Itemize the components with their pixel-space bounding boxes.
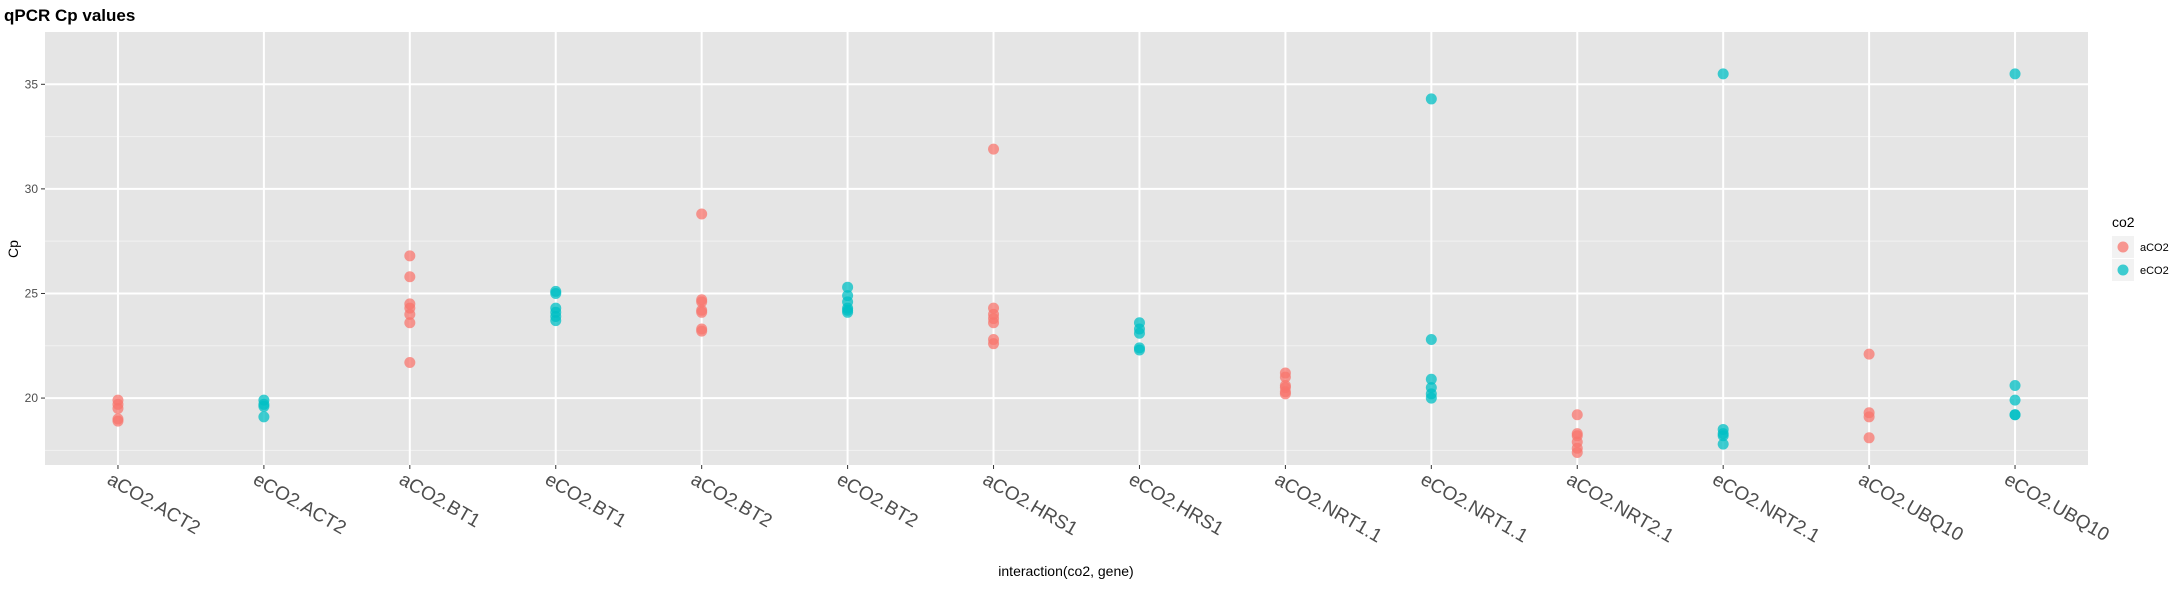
- data-point: [1279, 371, 1291, 383]
- data-point: [1425, 373, 1437, 385]
- x-tick-label: aCO2.NRT2.1: [1563, 469, 1677, 547]
- data-point: [404, 317, 416, 329]
- data-point: [988, 317, 1000, 329]
- legend-marker: [2117, 264, 2129, 276]
- data-point: [1425, 93, 1437, 105]
- data-point: [258, 400, 270, 412]
- plot-panel: [45, 32, 2088, 465]
- x-tick-label: eCO2.NRT1.1: [1417, 469, 1531, 547]
- data-points: [112, 68, 2021, 458]
- data-point: [112, 403, 124, 415]
- data-point: [404, 308, 416, 320]
- chart-title: qPCR Cp values: [4, 6, 135, 25]
- legend-label: aCO2: [2140, 242, 2169, 254]
- x-tick-label: aCO2.HRS1: [979, 469, 1081, 540]
- data-point: [696, 296, 708, 308]
- y-axis: 20 25 30 35: [25, 77, 45, 405]
- data-point: [1863, 432, 1875, 444]
- data-point: [1133, 327, 1145, 339]
- grid-minor: [45, 136, 2088, 451]
- data-point: [1571, 409, 1583, 421]
- data-point: [550, 287, 562, 299]
- legend-title: co2: [2112, 214, 2135, 230]
- data-point: [1717, 430, 1729, 442]
- x-tick-label: aCO2.BT1: [395, 469, 483, 532]
- y-tick-label: 20: [25, 391, 39, 405]
- x-tick-label: eCO2.ACT2: [249, 469, 349, 539]
- data-point: [2009, 409, 2021, 421]
- data-point: [1863, 348, 1875, 360]
- x-tick-label: eCO2.NRT2.1: [1709, 469, 1823, 547]
- data-point: [404, 357, 416, 369]
- data-point: [1279, 388, 1291, 400]
- data-point: [988, 338, 1000, 350]
- data-point: [696, 208, 708, 220]
- x-tick-label: aCO2.ACT2: [103, 469, 203, 539]
- data-point: [842, 306, 854, 318]
- data-point: [1863, 411, 1875, 423]
- data-point: [696, 325, 708, 337]
- y-tick-label: 35: [25, 77, 39, 91]
- x-tick-label: eCO2.UBQ10: [2001, 469, 2113, 546]
- data-point: [550, 315, 562, 327]
- grid-major: [45, 32, 2088, 465]
- data-point: [112, 415, 124, 427]
- x-axis-title: interaction(co2, gene): [998, 563, 1133, 579]
- y-axis-title: Cp: [5, 240, 21, 258]
- data-point: [1571, 446, 1583, 458]
- x-axis: aCO2.ACT2 eCO2.ACT2 aCO2.BT1 eCO2.BT1 aCO2.B…: [103, 465, 2113, 547]
- data-point: [1133, 344, 1145, 356]
- legend-label: eCO2: [2140, 265, 2169, 277]
- y-tick-label: 30: [25, 182, 39, 196]
- x-tick-label: eCO2.BT2: [833, 469, 921, 532]
- x-tick-label: eCO2.BT1: [541, 469, 629, 532]
- data-point: [404, 250, 416, 262]
- data-point: [2009, 394, 2021, 406]
- x-tick-label: aCO2.NRT1.1: [1271, 469, 1385, 547]
- y-tick-label: 25: [25, 286, 39, 300]
- legend: co2 aCO2 eCO2: [2112, 214, 2169, 281]
- x-tick-label: eCO2.HRS1: [1125, 469, 1227, 540]
- x-tick-label: aCO2.BT2: [687, 469, 775, 532]
- data-point: [696, 306, 708, 318]
- data-point: [988, 143, 1000, 155]
- data-point: [1717, 438, 1729, 450]
- legend-marker: [2117, 241, 2129, 253]
- data-point: [258, 411, 270, 423]
- data-point: [842, 281, 854, 293]
- data-point: [404, 271, 416, 283]
- x-tick-label: aCO2.UBQ10: [1855, 469, 1967, 546]
- data-point: [2009, 68, 2021, 80]
- data-point: [2009, 380, 2021, 392]
- data-point: [1425, 333, 1437, 345]
- data-point: [1425, 392, 1437, 404]
- data-point: [1717, 68, 1729, 80]
